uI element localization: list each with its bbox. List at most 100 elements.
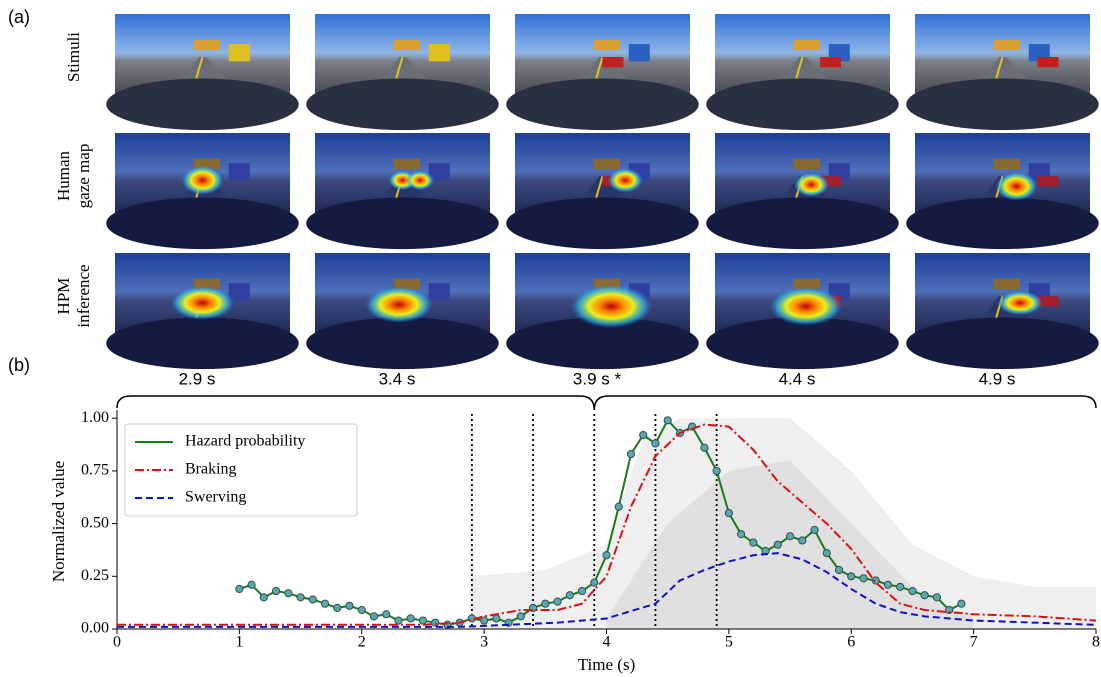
y-tick-label: 0.75	[81, 462, 109, 479]
time-label: 4.9 s	[979, 369, 1016, 388]
image-panel	[106, 253, 299, 369]
data-point	[848, 573, 855, 580]
panel-label: (b)	[8, 355, 30, 375]
data-point	[615, 503, 622, 510]
data-point	[236, 585, 243, 592]
image-panel	[306, 253, 499, 369]
data-point	[835, 566, 842, 573]
data-point	[309, 596, 316, 603]
data-point	[432, 619, 439, 626]
data-point	[884, 581, 891, 588]
figure: (a) (b) Stimuli Humangaze map HPMinference…	[0, 0, 1101, 677]
legend-label: Hazard probability	[185, 433, 305, 450]
brace	[117, 396, 1096, 410]
image-panel	[906, 14, 1099, 130]
data-point	[774, 541, 781, 548]
data-point	[370, 613, 377, 620]
data-point	[591, 579, 598, 586]
data-point	[786, 533, 793, 540]
image-panel	[706, 253, 899, 369]
data-point	[517, 613, 524, 620]
data-point	[860, 575, 867, 582]
legend-label: Swerving	[185, 489, 246, 506]
image-panel	[706, 133, 899, 249]
data-point	[297, 594, 304, 601]
row-label: inference	[74, 264, 93, 327]
y-tick-label: 0.00	[81, 620, 109, 637]
data-point	[921, 592, 928, 599]
data-point	[407, 615, 414, 622]
data-point	[603, 552, 610, 559]
data-point	[811, 526, 818, 533]
time-label: 4.4 s	[779, 369, 816, 388]
chart: 2.9 s 3.4 s 3.9 s * 4.4 s 4.9 s 0 1 2 3 4 5 6 7 8 0.00…	[49, 369, 1100, 673]
y-tick-label: 0.50	[81, 514, 109, 531]
x-tick-label: 3	[480, 634, 488, 651]
data-point	[958, 600, 965, 607]
panel-label: (a)	[8, 7, 30, 27]
data-point	[493, 615, 500, 622]
x-tick-label: 7	[970, 634, 978, 651]
row-label: gaze map	[74, 144, 93, 209]
data-point	[640, 431, 647, 438]
image-panel	[506, 14, 699, 130]
image-panel	[506, 133, 699, 249]
image-panel	[306, 14, 499, 130]
x-tick-label: 2	[358, 634, 366, 651]
image-panel	[506, 253, 699, 369]
x-tick-label: 6	[847, 634, 855, 651]
data-point	[933, 594, 940, 601]
data-point	[260, 594, 267, 601]
row-label: Human	[54, 150, 73, 201]
data-point	[272, 587, 279, 594]
data-point	[566, 592, 573, 599]
data-point	[383, 611, 390, 618]
image-panel	[906, 133, 1099, 249]
time-label: 3.9 s *	[573, 369, 622, 388]
y-axis-label: Normalized value	[49, 461, 68, 582]
data-point	[664, 417, 671, 424]
data-point	[652, 440, 659, 447]
data-point	[285, 590, 292, 597]
data-point	[823, 550, 830, 557]
data-point	[738, 531, 745, 538]
x-axis-label: Time (s)	[578, 655, 635, 674]
data-point	[358, 606, 365, 613]
data-point	[334, 604, 341, 611]
data-point	[909, 587, 916, 594]
image-grid: Stimuli Humangaze map HPMinference	[54, 14, 1099, 369]
data-point	[701, 444, 708, 451]
data-point	[897, 583, 904, 590]
data-point	[395, 617, 402, 624]
y-tick-label: 0.25	[81, 567, 109, 584]
x-tick-label: 8	[1092, 634, 1100, 651]
data-point	[627, 450, 634, 457]
time-label: 3.4 s	[379, 369, 416, 388]
data-point	[725, 509, 732, 516]
y-tick-label: 1.00	[81, 409, 109, 426]
data-point	[346, 602, 353, 609]
data-point	[578, 587, 585, 594]
x-tick-label: 4	[603, 634, 611, 651]
x-tick-label: 0	[113, 634, 121, 651]
image-panel	[706, 14, 899, 130]
legend-label: Braking	[185, 461, 237, 478]
x-tick-label: 5	[725, 634, 733, 651]
image-panel	[906, 253, 1099, 369]
data-point	[554, 598, 561, 605]
data-point	[750, 539, 757, 546]
data-point	[542, 600, 549, 607]
row-label: HPM	[54, 278, 73, 315]
image-panel	[106, 133, 299, 249]
data-point	[481, 617, 488, 624]
image-panel	[306, 133, 499, 249]
time-label: 2.9 s	[179, 369, 216, 388]
image-panel	[106, 14, 299, 130]
row-label: Stimuli	[64, 32, 83, 82]
data-point	[799, 537, 806, 544]
data-point	[321, 600, 328, 607]
x-tick-label: 1	[235, 634, 243, 651]
data-point	[419, 617, 426, 624]
data-point	[248, 581, 255, 588]
data-point	[713, 467, 720, 474]
